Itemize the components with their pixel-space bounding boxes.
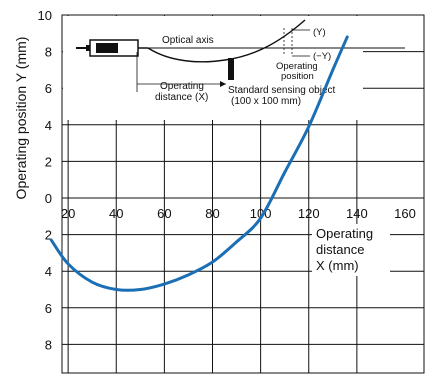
inset-sensing-curve: [147, 19, 306, 63]
inset-diagram: Optical axis (Y) (−Y) Operating position…: [63, 16, 405, 120]
x-tick-label: 80: [205, 206, 219, 221]
sensing-object-label-1: Standard sensing object: [228, 85, 336, 96]
y-tick-label: 10: [38, 8, 52, 23]
y-tick-label: 4: [45, 264, 52, 279]
y-tick-label: 8: [45, 45, 52, 60]
y-tick-label: 10: [38, 374, 52, 377]
y-tick-label: 8: [45, 337, 52, 352]
inset-y-label: (Y): [313, 27, 326, 38]
x-axis-title-line-2: distance: [316, 242, 364, 257]
x-tick-label: 140: [346, 206, 368, 221]
sensing-object-icon: [228, 58, 234, 80]
x-tick-label: 60: [157, 206, 171, 221]
y-axis-title: Operating position Y (mm): [13, 37, 29, 200]
y-tick-label: 2: [45, 154, 52, 169]
y-tick-label: 6: [45, 301, 52, 316]
x-tick-label: 120: [298, 206, 320, 221]
operating-position-label-1: Operating: [276, 61, 318, 72]
y-tick-label: 6: [45, 81, 52, 96]
y-tick-label: 0: [45, 191, 52, 206]
y-tick-labels: 10 8 6 4 2 0 2 4 6 8 10: [38, 8, 52, 377]
x-tick-label: 20: [61, 206, 75, 221]
inset-neg-y-label: (−Y): [313, 51, 331, 62]
x-tick-label: 160: [394, 206, 416, 221]
x-tick-label: 40: [109, 206, 123, 221]
x-axis-title-line-3: X (mm): [316, 258, 359, 273]
y-tick-label: 2: [45, 228, 52, 243]
sensing-object-label-2: (100 x 100 mm): [231, 96, 301, 107]
x-axis-title-background: [312, 224, 390, 276]
series-layer: [49, 35, 349, 292]
optical-axis-label: Optical axis: [162, 35, 214, 46]
inset-background: [63, 16, 363, 120]
y-tick-label: 4: [45, 118, 52, 133]
x-axis-title-line-1: Operating: [316, 226, 373, 241]
operating-distance-label-2: distance (X): [155, 92, 208, 103]
sensor-icon: [76, 39, 148, 57]
series-line: [49, 35, 349, 292]
plot-frame: [61, 14, 425, 374]
x-tick-labels: 20 40 60 80 100 120 140 160: [61, 206, 416, 221]
operating-distance-label-1: Operating: [160, 81, 204, 92]
operating-position-label-2: position: [281, 71, 314, 82]
